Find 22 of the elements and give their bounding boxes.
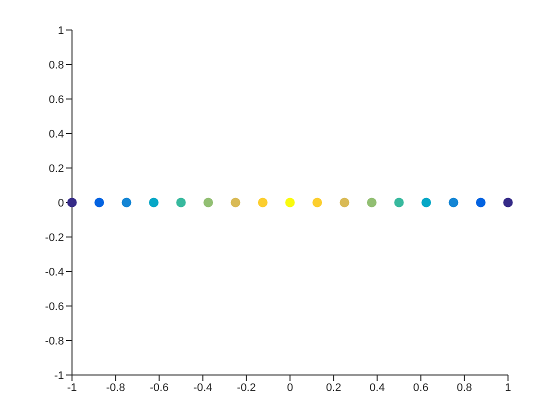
- x-tick-label: 0.8: [456, 382, 472, 394]
- x-tick-label: 0.4: [370, 382, 385, 394]
- x-tick-label: 0: [286, 382, 294, 394]
- y-tick-label: 0.6: [48, 94, 64, 106]
- y-tick-label: -1: [54, 370, 64, 382]
- y-tick-label: -0.8: [45, 335, 64, 348]
- y-tick-label: 1: [58, 24, 64, 37]
- x-tick-label: -1: [67, 382, 77, 394]
- y-tick-label: 0.8: [48, 59, 64, 72]
- y-tick-label: -0.2: [45, 232, 64, 244]
- x-tick-label: -0.8: [106, 382, 126, 394]
- y-tick-label: 0.4: [48, 128, 64, 140]
- x-tick-label: -0.2: [236, 382, 256, 394]
- x-tick-label: -0.4: [193, 382, 212, 394]
- y-tick-label: 0.2: [48, 162, 64, 175]
- x-tick-label: 0.6: [413, 382, 428, 394]
- x-tick-label: 1: [504, 382, 512, 394]
- x-tick-label: 0.2: [326, 382, 342, 394]
- y-tick-label: -0.6: [45, 300, 64, 313]
- x-tick-label: -0.6: [150, 382, 169, 394]
- y-tick-label: 0: [58, 197, 64, 210]
- y-tick-label: -0.4: [45, 266, 64, 278]
